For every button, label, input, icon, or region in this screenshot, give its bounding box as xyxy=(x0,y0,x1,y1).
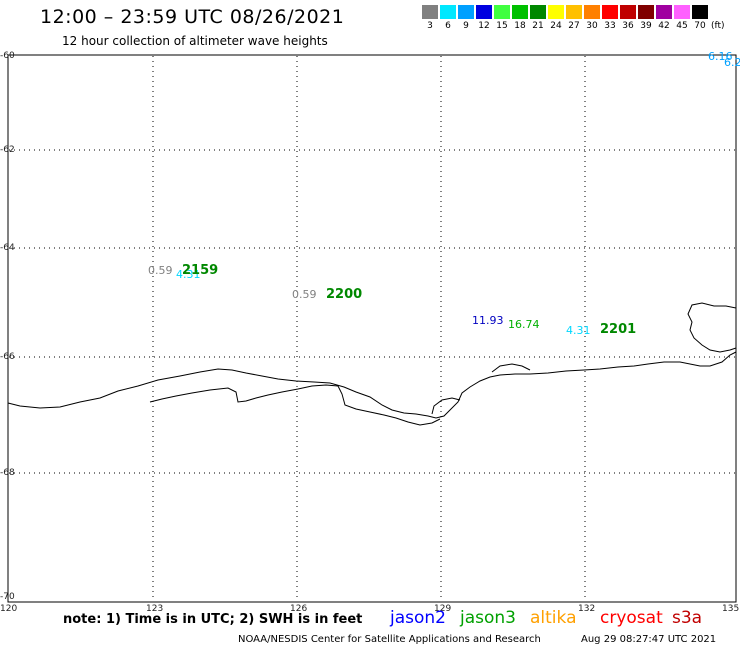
legend-label: 27 xyxy=(568,21,580,31)
wave-height-value: 6.2 xyxy=(724,56,740,69)
satellite-legend-jason2: jason2 xyxy=(390,608,446,628)
coastline-bay xyxy=(431,397,461,415)
legend-swatch xyxy=(602,5,618,19)
wave-height-value: 4.31 xyxy=(176,268,201,281)
lat-label-70: -70 xyxy=(0,592,15,602)
legend-label: 36 xyxy=(622,21,634,31)
wave-height-value: 16.74 xyxy=(508,318,540,331)
coastline-peninsula xyxy=(149,384,441,426)
legend-label: 9 xyxy=(463,21,469,31)
legend-label: 45 xyxy=(676,21,688,31)
coastline-east xyxy=(687,302,737,353)
legend-swatch xyxy=(620,5,636,19)
pass-time-label: 2200 xyxy=(326,287,363,302)
pass-time-label: 2201 xyxy=(600,322,637,337)
lat-label-66: -66 xyxy=(0,352,15,362)
legend-label: 18 xyxy=(514,21,526,31)
coastline-cape xyxy=(491,363,531,373)
lat-label-62: -62 xyxy=(0,145,15,155)
generated-timestamp: Aug 29 08:27:47 UTC 2021 xyxy=(581,634,717,645)
wave-height-value: 0.59 xyxy=(148,264,173,277)
legend-label: 21 xyxy=(532,21,544,31)
lon-label-135: 135 xyxy=(722,604,740,614)
wave-height-value: 11.93 xyxy=(472,314,504,327)
legend-swatch xyxy=(422,5,438,19)
legend-swatch xyxy=(638,5,654,19)
antarctic-coastline xyxy=(7,351,737,419)
satellite-legend-s3a: s3a xyxy=(672,608,703,628)
legend-label: 12 xyxy=(478,21,490,31)
legend-label: 24 xyxy=(550,21,562,31)
credit-line: NOAA/NESDIS Center for Satellite Applica… xyxy=(238,634,541,645)
legend-label: 33 xyxy=(604,21,616,31)
satellite-legend-jason3: jason3 xyxy=(460,608,516,628)
pass-time-label: 2159 xyxy=(182,263,219,278)
wave-height-value: 6.16 xyxy=(708,50,733,63)
lon-label-126: 126 xyxy=(290,604,308,614)
legend-label: 42 xyxy=(658,21,670,31)
legend-swatch xyxy=(440,5,456,19)
legend-swatch xyxy=(548,5,564,19)
legend-label: 15 xyxy=(496,21,508,31)
lon-label-123: 123 xyxy=(146,604,164,614)
legend-swatch xyxy=(584,5,600,19)
legend-swatch xyxy=(476,5,492,19)
legend-swatch xyxy=(674,5,690,19)
footer-note: note: 1) Time is in UTC; 2) SWH is in fe… xyxy=(63,612,363,627)
lat-label-60: -60 xyxy=(0,51,15,61)
legend-label: 3 xyxy=(427,21,433,31)
lon-label-132: 132 xyxy=(578,604,596,614)
map-subtitle: 12 hour collection of altimeter wave hei… xyxy=(62,34,328,48)
legend-swatch xyxy=(494,5,510,19)
lat-label-68: -68 xyxy=(0,468,15,478)
legend-swatch xyxy=(458,5,474,19)
legend-label: 39 xyxy=(640,21,652,31)
map-title: 12:00 – 23:59 UTC 08/26/2021 xyxy=(40,6,345,28)
lat-label-64: -64 xyxy=(0,243,15,253)
map-border xyxy=(7,54,737,603)
legend-swatch xyxy=(656,5,672,19)
lon-label-120: 120 xyxy=(0,604,18,614)
graticule xyxy=(9,56,735,601)
satellite-legend-altika: altika xyxy=(530,608,577,628)
legend-label: 6 xyxy=(445,21,451,31)
lon-label-129: 129 xyxy=(434,604,452,614)
legend-swatch xyxy=(692,5,708,19)
legend-swatch xyxy=(530,5,546,19)
legend-swatch xyxy=(512,5,528,19)
satellite-legend-cryosat: cryosat xyxy=(600,608,663,628)
wave-height-value: 0.59 xyxy=(292,288,317,301)
legend-label: 30 xyxy=(586,21,598,31)
wave-height-value: 4.31 xyxy=(566,324,591,337)
legend-swatch xyxy=(566,5,582,19)
legend-label: 70 xyxy=(694,21,706,31)
legend-unit: (ft) xyxy=(711,21,725,31)
